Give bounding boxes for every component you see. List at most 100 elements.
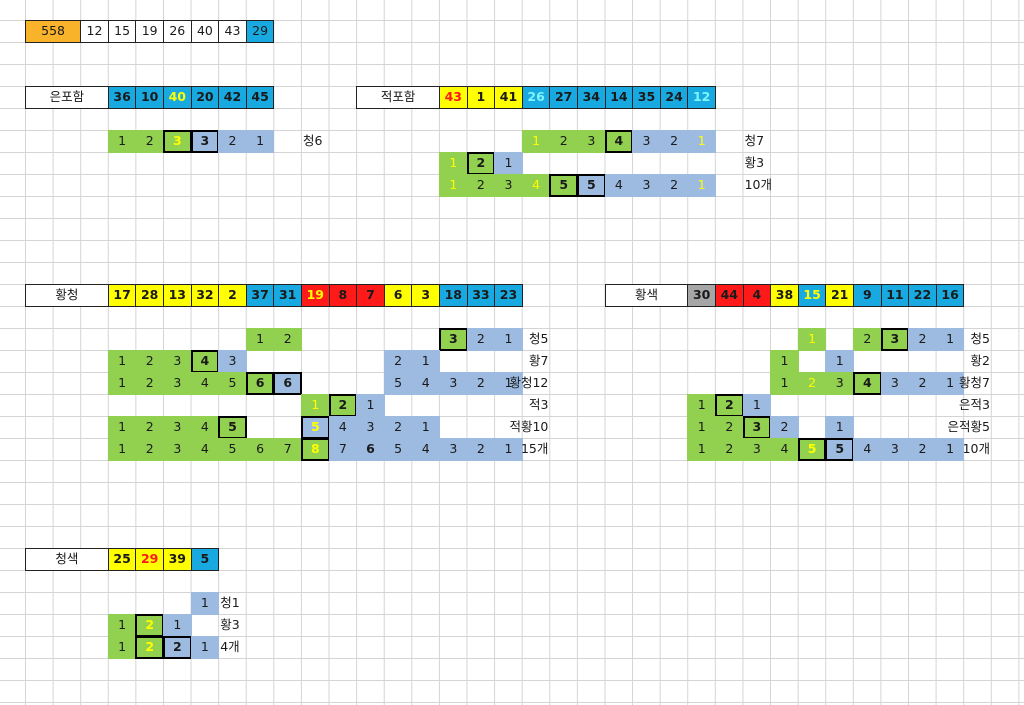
count-cell: 1 (356, 394, 385, 417)
count-cell: 2 (383, 416, 413, 439)
count-cell: 1 (301, 394, 330, 417)
group-number-cell: 26 (521, 86, 551, 109)
count-cell: 4 (190, 350, 220, 373)
group-number-cell: 44 (715, 284, 744, 307)
count-cell: 2 (549, 130, 578, 153)
group-number-cell: 7 (356, 284, 385, 307)
row-summary-label: 청1 (220, 595, 240, 611)
group-label: 황색 (604, 284, 689, 307)
count-cell: 3 (439, 372, 468, 395)
count-cell: 6 (273, 372, 302, 395)
header-number-cell: 26 (163, 20, 192, 43)
group-number-cell: 21 (825, 284, 854, 307)
group-label: 청색 (25, 548, 109, 571)
count-cell: 4 (190, 372, 220, 395)
count-cell: 4 (190, 438, 220, 461)
count-cell: 7 (328, 438, 358, 461)
count-cell: 4 (853, 372, 882, 395)
group-number-cell: 18 (439, 284, 468, 307)
count-cell: 3 (163, 372, 192, 395)
group-number-cell: 24 (659, 86, 689, 109)
count-cell: 2 (466, 174, 496, 197)
count-cell: 3 (632, 130, 661, 153)
group-number-cell: 23 (494, 284, 523, 307)
count-cell: 3 (742, 416, 772, 439)
count-cell: 5 (383, 372, 413, 395)
count-cell: 7 (273, 438, 302, 461)
count-cell: 2 (659, 130, 689, 153)
count-cell: 1 (521, 130, 551, 153)
group-number-cell: 31 (273, 284, 302, 307)
count-cell: 1 (439, 152, 468, 175)
header-number-cell: 29 (245, 20, 275, 43)
group-number-cell: 35 (632, 86, 661, 109)
count-cell: 1 (494, 372, 523, 395)
row-summary-label: 적황10 (509, 419, 549, 435)
group-number-cell: 5 (190, 548, 220, 571)
count-cell: 1 (825, 416, 854, 439)
row-summary-label: 은적황5 (947, 419, 990, 435)
count-cell: 1 (797, 328, 827, 351)
group-number-cell: 22 (908, 284, 937, 307)
count-cell: 6 (245, 438, 275, 461)
header-number-cell: 12 (80, 20, 109, 43)
count-cell: 1 (245, 130, 275, 153)
count-cell: 1 (770, 372, 799, 395)
count-cell: 2 (218, 130, 247, 153)
count-cell: 1 (107, 416, 137, 439)
row-summary-label: 4개 (220, 639, 240, 655)
group-number-cell: 34 (577, 86, 606, 109)
count-cell: 1 (742, 394, 772, 417)
count-cell: 3 (190, 130, 220, 153)
count-cell: 2 (908, 328, 937, 351)
count-cell: 5 (218, 372, 247, 395)
group-number-cell: 30 (687, 284, 716, 307)
count-cell: 4 (190, 416, 220, 439)
count-cell: 2 (908, 372, 937, 395)
count-cell: 4 (770, 438, 799, 461)
group-number-cell: 16 (935, 284, 965, 307)
header-number-cell: 40 (190, 20, 220, 43)
group-number-cell: 3 (411, 284, 440, 307)
group-number-cell: 9 (853, 284, 882, 307)
count-cell: 3 (439, 438, 468, 461)
group-number-cell: 11 (880, 284, 910, 307)
group-label: 적포함 (356, 86, 440, 109)
count-cell: 1 (107, 636, 137, 659)
group-number-cell: 13 (163, 284, 192, 307)
count-cell: 5 (383, 438, 413, 461)
count-cell: 2 (135, 636, 164, 659)
count-cell: 2 (273, 328, 302, 351)
count-cell: 1 (687, 438, 716, 461)
count-cell: 3 (742, 438, 772, 461)
count-cell: 2 (135, 614, 164, 637)
header-number-cell: 15 (107, 20, 137, 43)
count-cell: 3 (632, 174, 661, 197)
count-cell: 2 (715, 416, 744, 439)
row-summary-label: 황3 (220, 617, 240, 633)
count-cell: 4 (328, 416, 358, 439)
count-cell: 1 (411, 416, 440, 439)
count-cell: 1 (190, 592, 220, 615)
count-cell: 5 (218, 438, 247, 461)
count-cell: 2 (715, 394, 744, 417)
count-cell: 1 (494, 438, 523, 461)
count-cell: 2 (135, 350, 164, 373)
count-cell: 1 (687, 130, 716, 153)
count-cell: 3 (163, 350, 192, 373)
group-number-cell: 20 (190, 86, 220, 109)
count-cell: 5 (797, 438, 827, 461)
count-cell: 2 (328, 394, 358, 417)
group-number-cell: 33 (466, 284, 496, 307)
count-cell: 5 (301, 416, 330, 439)
group-number-cell: 4 (742, 284, 772, 307)
count-cell: 4 (411, 372, 440, 395)
row-summary-label: 청5 (528, 331, 549, 347)
count-cell: 2 (135, 372, 164, 395)
count-cell: 5 (577, 174, 606, 197)
count-cell: 1 (107, 130, 137, 153)
count-cell: 3 (439, 328, 468, 351)
group-label: 황청 (25, 284, 109, 307)
count-cell: 2 (659, 174, 689, 197)
